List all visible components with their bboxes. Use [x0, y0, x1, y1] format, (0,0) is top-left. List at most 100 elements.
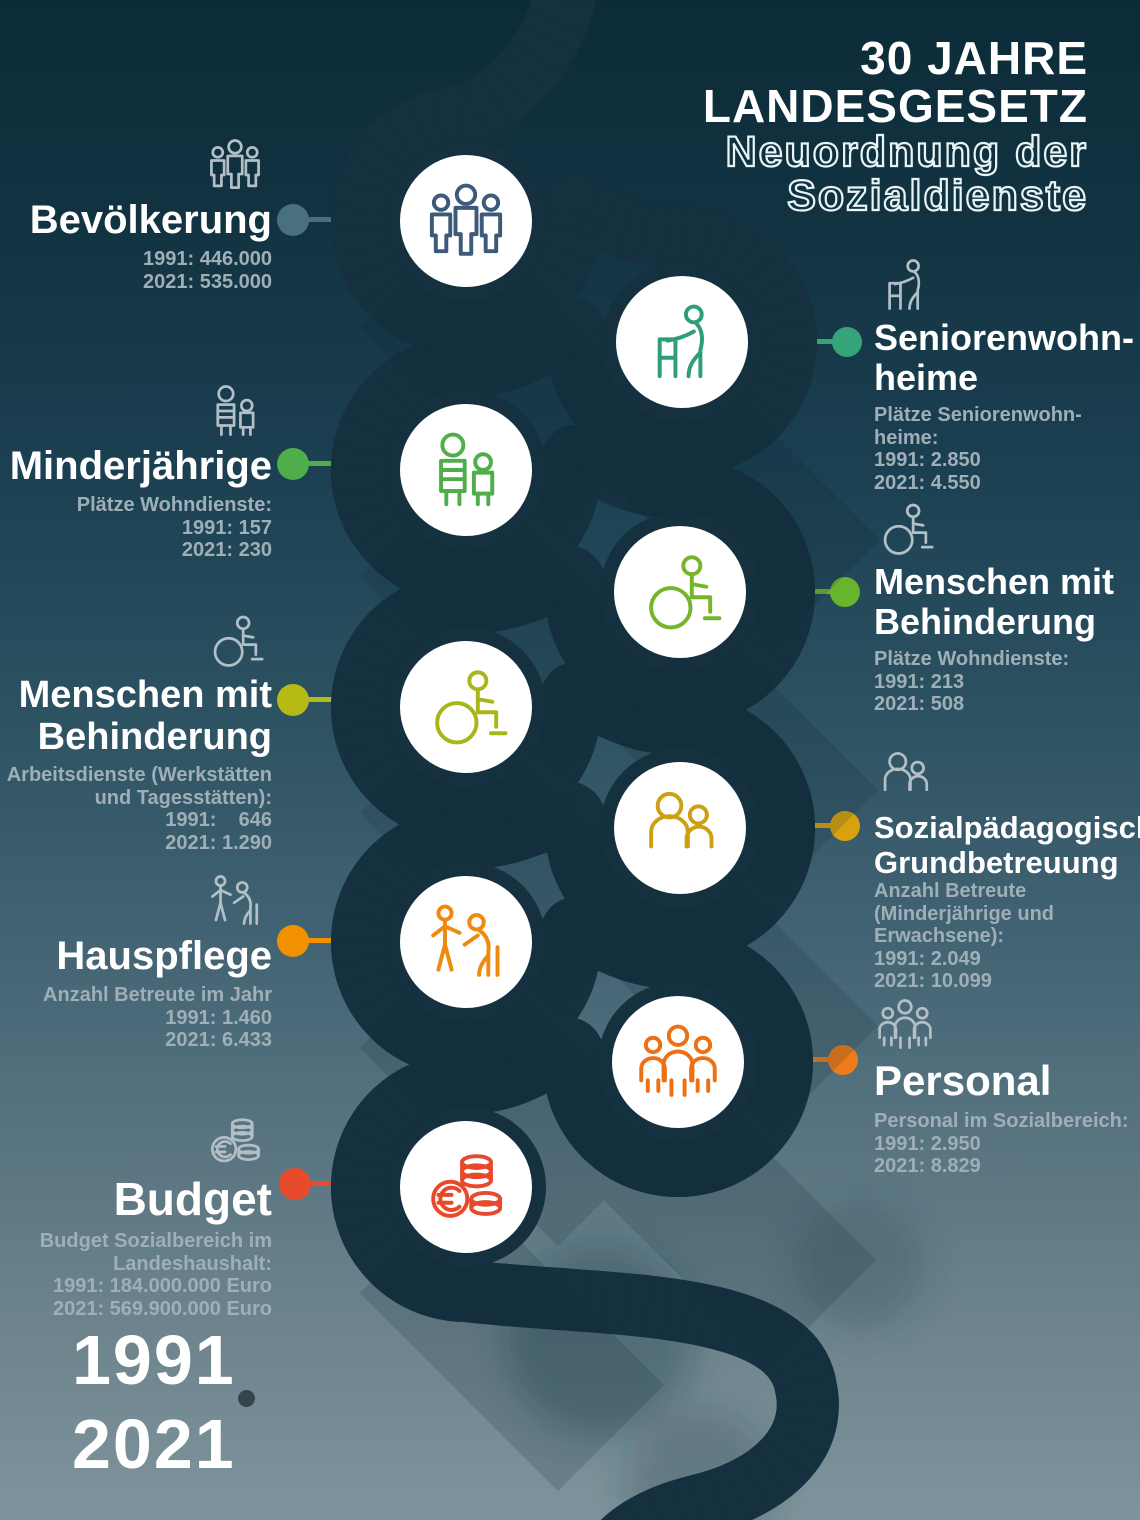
section-subtitle-line3: Erwachsene):: [874, 925, 1005, 947]
stat-1991: 1991: 157: [181, 516, 272, 539]
connector-dot-behinderung-links: [277, 684, 309, 716]
stat-2021: 2021: 4.550: [874, 471, 981, 494]
subtitle-line-1: Neuordnung der: [724, 128, 1088, 176]
section-grundbetreuung: Sozialpädagogische Grundbetreuung Anzahl…: [874, 748, 1140, 993]
stat-2021: 2021: 1.290: [165, 831, 272, 854]
title-line-1: 30 JAHRE: [860, 32, 1088, 84]
section-subtitle: Anzahl Betreute: [874, 880, 1027, 902]
node-budget: [382, 1103, 550, 1271]
stat-2021: 2021: 508: [874, 693, 965, 715]
wheelchair-icon: [638, 550, 722, 634]
node-disc: [400, 155, 532, 287]
section-title: Seniorenwohn-: [874, 317, 1134, 358]
adult-child-icon: [424, 428, 508, 512]
wheelchair-icon: [876, 500, 934, 558]
section-title-line2: Behinderung: [37, 716, 272, 758]
stat-2021: 2021: 535.000: [142, 270, 272, 293]
node-disc: [614, 762, 746, 894]
section-subtitle: Budget Sozialbereich im: [39, 1230, 272, 1252]
node-personal: [594, 978, 762, 1146]
people-pair-icon: [638, 786, 722, 870]
year-start: 1991: [72, 1321, 236, 1399]
node-minderjaehrige: [382, 386, 550, 554]
section-title-line2: Grundbetreuung: [874, 845, 1119, 880]
section-subtitle-line2: (Minderjährige und: [874, 902, 1054, 925]
people-busts-icon: [636, 1020, 720, 1104]
people-group-icon: [206, 136, 264, 194]
section-title-line2: heime: [874, 357, 979, 398]
connector-line-personal: [786, 1057, 846, 1062]
section-title: Menschen mit: [874, 561, 1115, 602]
stat-2021: 2021: 6.433: [165, 1029, 272, 1051]
year-end: 2021: [72, 1405, 236, 1483]
section-minderjaehrige: Minderjährige Plätze Wohndienste: 1991: …: [0, 382, 272, 562]
node-disc: [612, 996, 744, 1128]
section-title: Minderjährige: [9, 444, 272, 488]
connector-dot-hauspflege: [277, 925, 309, 957]
connector-dot-grundbetreuung: [830, 811, 860, 841]
section-title-line2: Behinderung: [874, 601, 1096, 642]
node-behinderung-wohndienste: [596, 508, 764, 676]
wheelchair-icon: [206, 612, 264, 670]
section-personal: Personal Personal im Sozialbereich: 1991…: [874, 996, 1140, 1178]
section-subtitle: Plätze Wohndienste:: [874, 648, 1070, 670]
caregiver-icon: [424, 900, 508, 984]
stat-1991: 1991: 646: [165, 809, 272, 831]
connector-dot-minderjaehrige: [277, 448, 309, 480]
section-subtitle: Plätze Wohndienste:: [76, 494, 272, 516]
euro-coins-icon: [424, 1145, 508, 1229]
section-subtitle: Arbeitsdienste (Werkstätten: [6, 764, 272, 786]
section-behinderung-wohndienste: Menschen mit Behinderung Plätze Wohndien…: [874, 500, 1140, 716]
connector-dot-personal: [828, 1045, 858, 1075]
people-pair-icon: [876, 748, 934, 806]
node-behinderung-arbeitsdienste: [382, 623, 550, 791]
node-shadows: [359, 220, 880, 1492]
node-disc: [400, 1121, 532, 1253]
connector-line-behinderung-rechts: [788, 589, 848, 594]
section-subtitle-line2: Landeshaushalt:: [113, 1252, 272, 1275]
section-title: Personal: [874, 1057, 1052, 1104]
section-title: Budget: [113, 1173, 272, 1225]
section-budget: Budget Budget Sozialbereich im Landeshau…: [0, 1112, 272, 1320]
subtitle-line-2: Sozialdienste: [786, 172, 1088, 220]
section-subtitle: Anzahl Betreute im Jahr: [43, 984, 272, 1006]
connector-line-seniorenwohnheime: [790, 339, 850, 344]
stat-2021: 2021: 569.900.000 Euro: [52, 1297, 272, 1320]
section-subtitle: Plätze Seniorenwohn-: [874, 404, 1082, 426]
euro-coins-icon: [206, 1112, 264, 1170]
title-line-2: LANDESGESETZ: [702, 80, 1088, 132]
stat-2021: 2021: 8.829: [874, 1155, 981, 1177]
elderly-walker-icon: [876, 256, 934, 314]
connector-line-grundbetreuung: [788, 823, 848, 828]
stat-1991: 1991: 446.000: [142, 248, 272, 270]
stat-2021: 2021: 10.099: [874, 970, 992, 992]
section-title: Hauspflege: [56, 934, 272, 978]
year-range: 1991 2021: [72, 1318, 236, 1486]
stat-2021: 2021: 230: [181, 539, 272, 561]
section-seniorenwohnheime: Seniorenwohn- heime Plätze Seniorenwohn-…: [874, 256, 1140, 494]
stat-1991: 1991: 2.950: [874, 1132, 981, 1155]
page-title: 30 JAHRE LANDESGESETZ Neuordnung der Soz…: [540, 32, 1088, 220]
stat-1991: 1991: 213: [874, 670, 965, 693]
people-group-icon: [424, 179, 508, 263]
connector-dot-seniorenwohnheime: [832, 327, 862, 357]
section-title: Menschen mit: [18, 674, 272, 716]
stat-1991: 1991: 1.460: [165, 1006, 272, 1029]
node-hauspflege: [382, 858, 550, 1026]
node-bevoelkerung: [382, 137, 550, 305]
node-grundbetreuung: [596, 744, 764, 912]
connector-dot-bevoelkerung: [277, 204, 309, 236]
year-dot: [238, 1390, 255, 1407]
stat-1991: 1991: 2.049: [874, 947, 981, 970]
connector-dot-behinderung-rechts: [830, 577, 860, 607]
stat-1991: 1991: 184.000.000 Euro: [52, 1275, 272, 1297]
section-hauspflege: Hauspflege Anzahl Betreute im Jahr 1991:…: [0, 872, 272, 1052]
section-title: Sozialpädagogische: [874, 810, 1140, 845]
elderly-walker-icon: [640, 300, 724, 384]
node-disc: [616, 276, 748, 408]
adult-child-icon: [206, 382, 264, 440]
section-subtitle-line2: heime:: [874, 426, 939, 449]
node-seniorenwohnheime: [598, 258, 766, 426]
